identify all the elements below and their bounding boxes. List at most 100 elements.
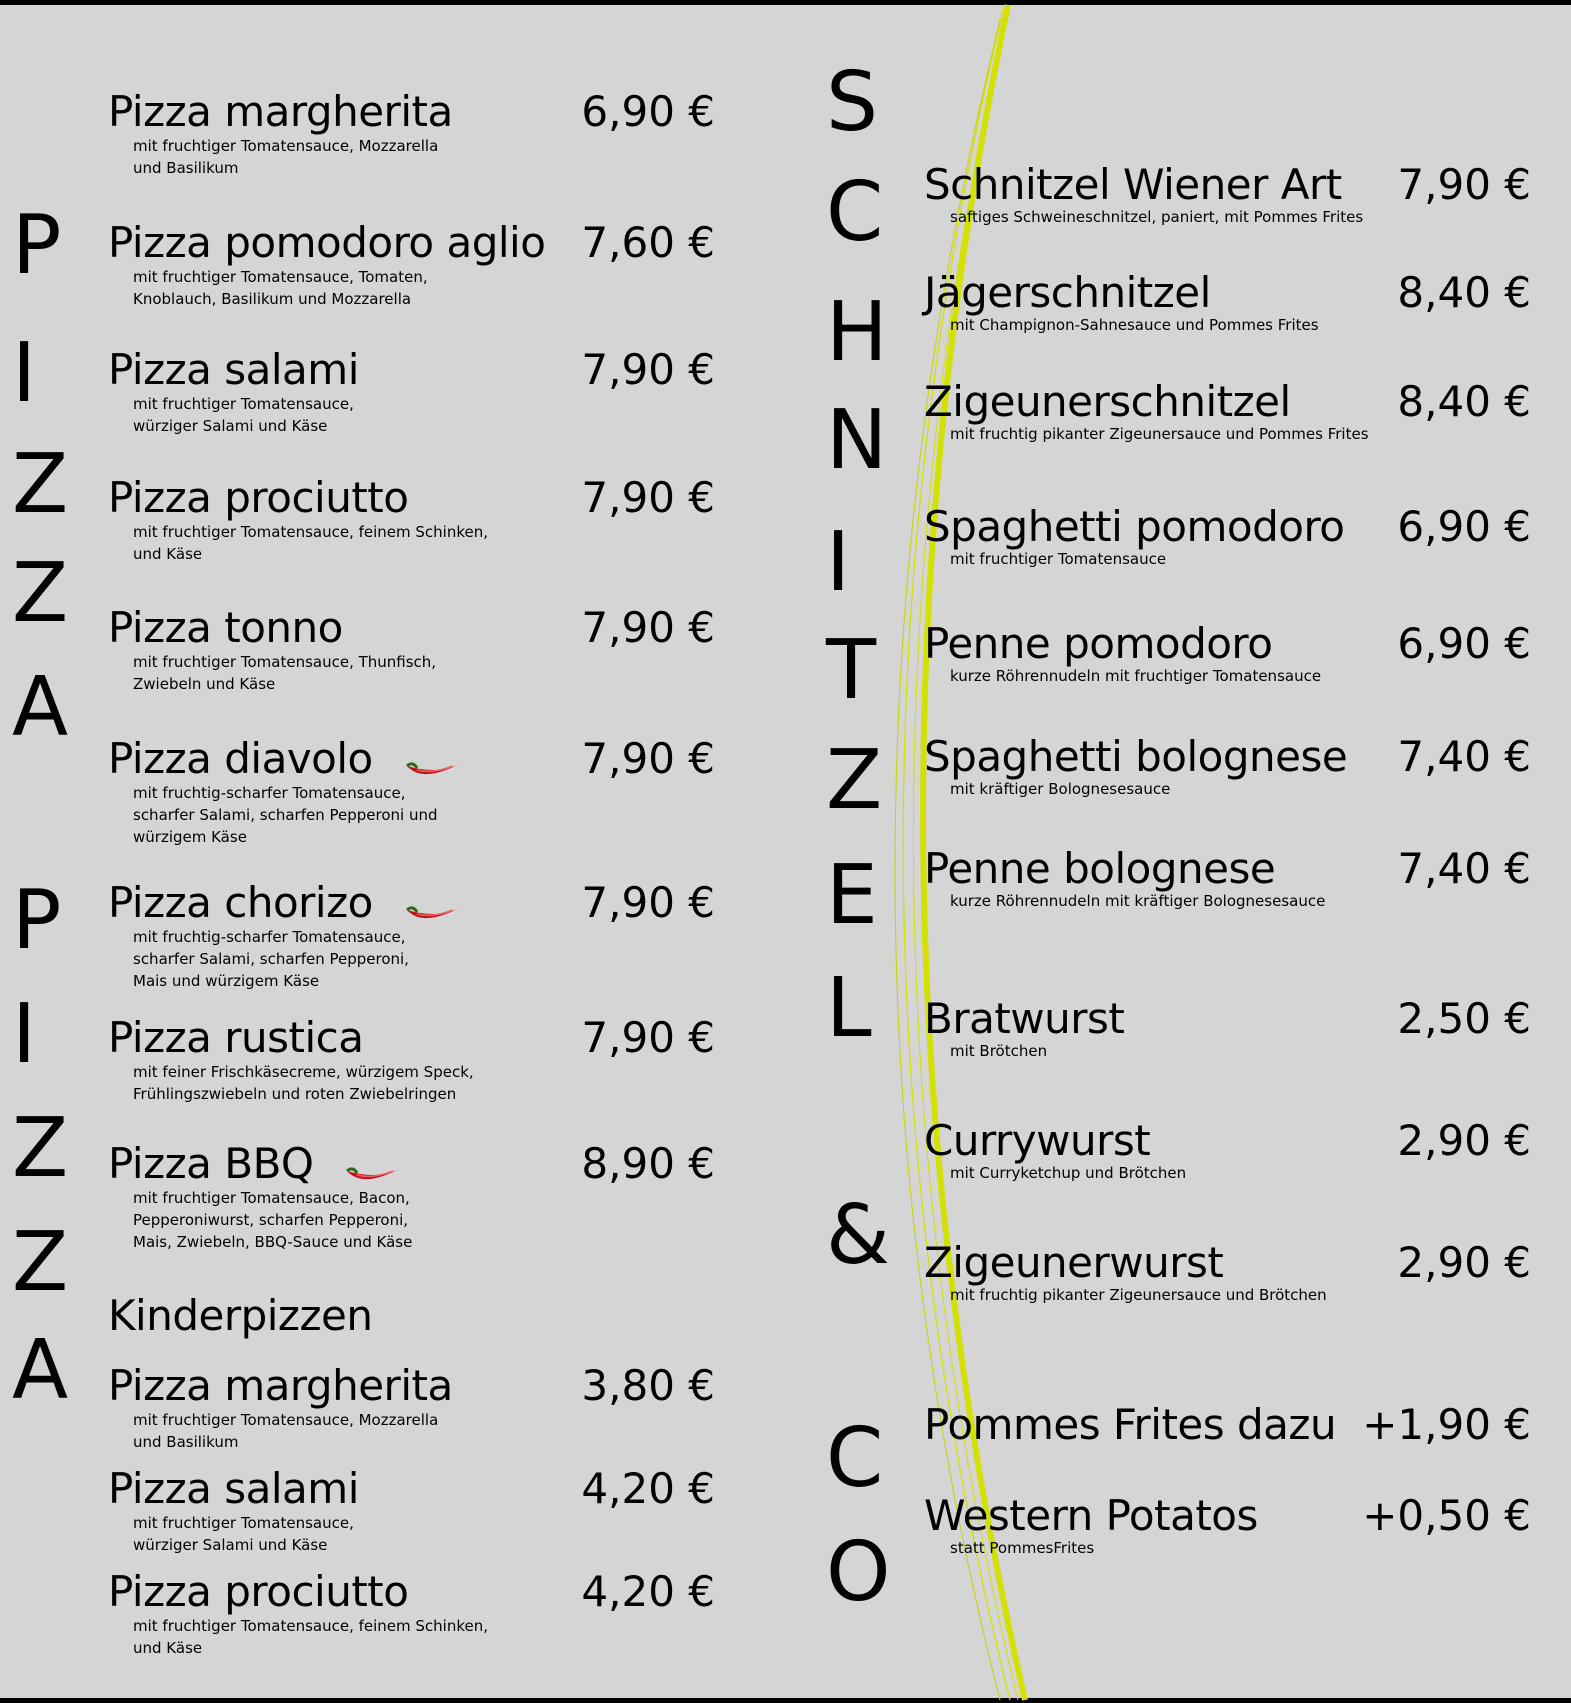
item-price: 6,90 € bbox=[1397, 619, 1531, 668]
side-letter: A bbox=[12, 660, 69, 755]
side-letter: L bbox=[826, 961, 872, 1056]
menu-item: Pizza rustica mit feiner Frischkäsecreme,… bbox=[108, 1013, 474, 1105]
menu-item: Schnitzel Wiener Art saftiges Schweinesch… bbox=[924, 160, 1363, 228]
item-name: Western Potatos bbox=[924, 1491, 1258, 1540]
item-name: Zigeunerwurst bbox=[924, 1238, 1224, 1287]
item-description: mit kräftiger Bolognesesauce bbox=[950, 780, 1171, 798]
item-price: 4,20 € bbox=[581, 1567, 715, 1616]
menu-item: Penne bolognese kurze Röhrennudeln mit kr… bbox=[924, 844, 1325, 912]
item-name: Pizza tonno bbox=[108, 603, 343, 652]
menu-item: Spaghetti pomodoro mit fruchtiger Tomaten… bbox=[924, 502, 1345, 570]
item-price: 7,90 € bbox=[581, 734, 715, 783]
item-price: 7,90 € bbox=[1397, 160, 1531, 209]
item-description: mit fruchtiger Tomatensauce, feinem Schi… bbox=[133, 1617, 489, 1657]
item-price: 6,90 € bbox=[1397, 502, 1531, 551]
side-letter: A bbox=[12, 1323, 69, 1418]
side-letter: I bbox=[12, 987, 37, 1082]
item-name: Pizza pomodoro aglio bbox=[108, 218, 546, 267]
side-letter: Z bbox=[12, 546, 69, 641]
item-description: mit fruchtiger Tomatensauce, Mozzarella … bbox=[133, 1411, 439, 1451]
item-price: 7,60 € bbox=[581, 218, 715, 267]
item-price: 2,50 € bbox=[1397, 994, 1531, 1043]
menu-item: Penne pomodoro kurze Röhrennudeln mit fru… bbox=[924, 619, 1321, 687]
item-price: 2,90 € bbox=[1397, 1238, 1531, 1287]
menu-item: Pizza margherita mit fruchtiger Tomatensa… bbox=[108, 1361, 453, 1453]
item-price: 7,90 € bbox=[581, 603, 715, 652]
item-name: Pizza margherita bbox=[108, 87, 453, 136]
item-description: mit fruchtig pikanter Zigeunersauce und … bbox=[950, 425, 1369, 443]
side-letter: P bbox=[12, 873, 62, 968]
item-description: saftiges Schweineschnitzel, paniert, mit… bbox=[950, 208, 1364, 226]
item-name: Penne pomodoro bbox=[924, 619, 1273, 668]
menu-item: Pizza diavolo mit fruchtig-scharfer Tomat… bbox=[108, 734, 469, 848]
item-price: 8,40 € bbox=[1397, 377, 1531, 426]
menu-item: Pizza chorizo mit fruchtig-scharfer Tomat… bbox=[108, 878, 469, 992]
item-description: mit fruchtiger Tomatensauce, Mozzarella … bbox=[133, 137, 439, 177]
menu-item: Spaghetti bolognese mit kräftiger Bologne… bbox=[924, 732, 1348, 800]
item-name: Bratwurst bbox=[924, 994, 1125, 1043]
item-name: Pizza chorizo bbox=[108, 878, 373, 927]
side-letter: I bbox=[826, 515, 851, 610]
item-price: 7,40 € bbox=[1397, 844, 1531, 893]
side-letter: S bbox=[826, 55, 879, 150]
item-name: Pizza diavolo bbox=[108, 734, 373, 783]
item-description: mit fruchtiger Tomatensauce, würziger Sa… bbox=[133, 395, 354, 435]
menu-item: Pommes Frites dazu bbox=[924, 1400, 1337, 1450]
side-letter: Z bbox=[826, 733, 883, 828]
side-letter: O bbox=[826, 1525, 891, 1620]
item-description: kurze Röhrennudeln mit kräftiger Bologne… bbox=[950, 892, 1326, 910]
side-letter: & bbox=[826, 1188, 890, 1283]
item-price: 7,90 € bbox=[581, 1013, 715, 1062]
item-description: mit fruchtig-scharfer Tomatensauce, scha… bbox=[133, 784, 438, 846]
item-price: 2,90 € bbox=[1397, 1116, 1531, 1165]
item-description: mit fruchtiger Tomatensauce, Bacon, Pepp… bbox=[133, 1189, 413, 1251]
item-name: Spaghetti bolognese bbox=[924, 732, 1348, 781]
side-letter: N bbox=[826, 393, 888, 488]
item-description: statt PommesFrites bbox=[950, 1539, 1095, 1557]
item-description: mit fruchtig pikanter Zigeunersauce und … bbox=[950, 1286, 1327, 1304]
item-price: 3,80 € bbox=[581, 1361, 715, 1410]
item-description: kurze Röhrennudeln mit fruchtiger Tomate… bbox=[950, 667, 1322, 685]
item-description: mit fruchtiger Tomatensauce, feinem Schi… bbox=[133, 523, 489, 563]
item-name: Pizza rustica bbox=[108, 1013, 364, 1062]
item-name: Zigeunerschnitzel bbox=[924, 377, 1291, 426]
menu-item: Zigeunerwurst mit fruchtig pikanter Zigeu… bbox=[924, 1238, 1327, 1306]
side-letter: C bbox=[826, 1411, 884, 1506]
item-name: Currywurst bbox=[924, 1116, 1151, 1165]
item-price: 8,40 € bbox=[1397, 268, 1531, 317]
item-price: 7,90 € bbox=[581, 473, 715, 522]
item-name: Spaghetti pomodoro bbox=[924, 502, 1345, 551]
side-letter: E bbox=[826, 848, 878, 943]
menu-item: Pizza prociutto mit fruchtiger Tomatensau… bbox=[108, 473, 488, 565]
item-description: mit fruchtig-scharfer Tomatensauce, scha… bbox=[133, 928, 409, 990]
menu-item: Pizza salami mit fruchtiger Tomatensauce,… bbox=[108, 1464, 359, 1556]
item-description: mit feiner Frischkäsecreme, würzigem Spe… bbox=[133, 1063, 474, 1103]
item-name: Pizza prociutto bbox=[108, 473, 409, 522]
item-description: mit fruchtiger Tomatensauce, würziger Sa… bbox=[133, 1514, 354, 1554]
item-description: mit fruchtiger Tomatensauce, Thunfisch, … bbox=[133, 653, 437, 693]
top-border bbox=[0, 0, 1571, 5]
item-description: mit Brötchen bbox=[950, 1042, 1048, 1060]
item-name: Pizza BBQ bbox=[108, 1139, 314, 1188]
item-name: Pizza margherita bbox=[108, 1361, 453, 1410]
side-letter: H bbox=[826, 285, 888, 380]
item-price: 8,90 € bbox=[581, 1139, 715, 1188]
chili-pepper-icon bbox=[403, 891, 469, 921]
side-letter: C bbox=[826, 165, 884, 260]
item-description: mit fruchtiger Tomatensauce bbox=[950, 550, 1167, 568]
item-price: +1,90 € bbox=[1362, 1400, 1531, 1449]
menu-item: Pizza margherita mit fruchtiger Tomatensa… bbox=[108, 87, 453, 179]
menu-item: Pizza pomodoro aglio mit fruchtiger Tomat… bbox=[108, 218, 546, 310]
side-letter: P bbox=[12, 198, 62, 293]
item-name: Pizza prociutto bbox=[108, 1567, 409, 1616]
item-description: mit Champignon-Sahnesauce und Pommes Fri… bbox=[950, 316, 1319, 334]
side-letter: T bbox=[826, 623, 877, 718]
side-letter: Z bbox=[12, 437, 69, 532]
item-name: Schnitzel Wiener Art bbox=[924, 160, 1342, 209]
item-price: 4,20 € bbox=[581, 1464, 715, 1513]
item-description: mit Curryketchup und Brötchen bbox=[950, 1164, 1187, 1182]
menu-item: Pizza prociutto mit fruchtiger Tomatensau… bbox=[108, 1567, 488, 1659]
kids-heading: Kinderpizzen bbox=[108, 1291, 373, 1340]
item-name: Penne bolognese bbox=[924, 844, 1276, 893]
